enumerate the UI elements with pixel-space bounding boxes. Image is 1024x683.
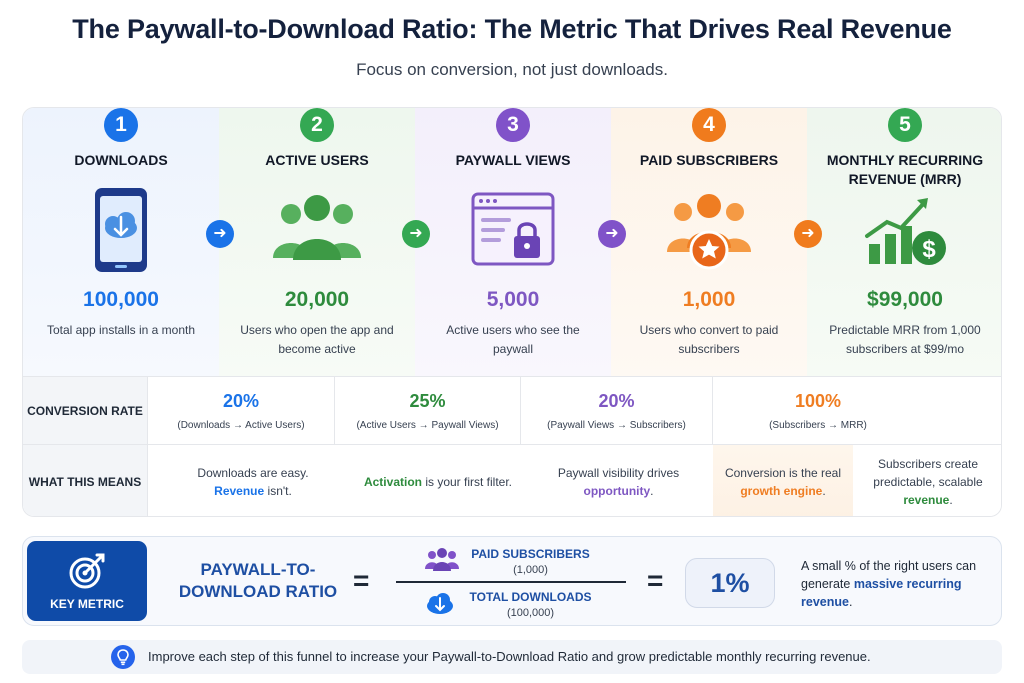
phone-download-icon [71,186,171,276]
arrow-right-icon: ➜ [402,220,430,248]
cloud-download-icon [427,593,453,614]
conversion-rate-cell: 25% (Active Users → Paywall Views) [335,377,521,445]
key-metric-panel: KEY METRIC PAYWALL-TO-DOWNLOAD RATIO = P… [22,536,1002,626]
stage-value: 5,000 [486,288,540,311]
fraction-line [396,581,626,583]
stage-downloads: 1 DOWNLOADS 100,000 Total app installs i… [23,108,219,376]
rate-detail: (Paywall Views → Subscribers) [547,420,686,431]
stage-name: MONTHLY RECURRING REVENUE (MRR) [826,152,984,187]
equals-sign: = [647,565,664,596]
denominator-value: (100,000) [506,607,555,619]
funnel-panel: 1 DOWNLOADS 100,000 Total app installs i… [22,107,1002,517]
meaning-cell: Conversion is the real growth engine. [713,445,853,516]
equals-sign: = [353,565,370,596]
meaning-text: Paywall visibility drives [557,466,680,480]
tip-banner: Improve each step of this funnel to incr… [22,640,1002,674]
rate-detail: (Active Users → Paywall Views) [356,420,499,431]
stage-paid-subscribers: 4 PAID SUBSCRIBERS 1,000 Users who conve… [611,108,807,376]
stage-paywall-views: 3 PAYWALL VIEWS 5,000 Active users who s… [415,108,611,376]
rate-value: 100% [794,391,842,411]
page-title: The Paywall-to-Download Ratio: The Metri… [72,14,952,44]
users-group-icon [425,548,459,571]
rate-value: 25% [409,391,446,411]
stage-description: Users who convert to paid subscribers [639,323,779,356]
meaning-text: isn't. [264,484,292,498]
stage-mrr: 5 MONTHLY RECURRING REVENUE (MRR) $ $99,… [807,108,1001,376]
stage-description: Users who open the app and become active [240,323,394,356]
meaning-text: Conversion is the real [724,466,842,480]
key-metric-label: KEY METRIC [50,597,124,611]
meaning-text: is your first filter. [421,475,513,489]
conversion-rate-cell: 20% (Paywall Views → Subscribers) [521,377,713,445]
users-group-icon [267,186,367,276]
stage-value: 100,000 [83,288,159,311]
stage-active-users: 2 ACTIVE USERS 20,000 Users who open the… [219,108,415,376]
conversion-rate-row: CONVERSION RATE 20% (Downloads → Active … [23,376,1001,445]
meaning-highlight: Revenue [214,484,265,498]
lightbulb-icon [111,645,135,669]
stage-value: 1,000 [682,288,736,311]
stage-description: Active users who see the paywall [446,323,580,356]
key-metric-badge: KEY METRIC [27,541,147,621]
stage-description: Predictable MRR from 1,000 subscribers a… [829,323,981,356]
rate-value: 20% [222,391,260,411]
stage-name: ACTIVE USERS [265,152,369,168]
target-icon [69,553,105,589]
svg-text:$: $ [922,236,936,263]
meaning-label: WHAT THIS MEANS [23,445,148,516]
meaning-text: Subscribers create predictable, scalable [873,457,983,489]
meaning-cell: Activation is your first filter. [353,445,523,516]
rate-detail: (Downloads → Active Users) [177,420,305,431]
note-highlight: massive recurring revenue [801,577,962,609]
meaning-highlight: Activation [363,475,422,489]
stage-value: $99,000 [867,288,943,311]
conversion-rate-label: CONVERSION RATE [23,377,148,444]
arrow-right-icon: ➜ [598,220,626,248]
ratio-name: PAYWALL-TO-DOWNLOAD RATIO [178,560,338,601]
stage-value: 20,000 [284,288,350,311]
tip-text: Improve each step of this funnel to incr… [148,649,871,664]
note-text: . [848,595,853,609]
stage-name: PAID SUBSCRIBERS [639,152,779,168]
meaning-row: WHAT THIS MEANS Downloads are easy. Reven… [23,444,1001,516]
meaning-highlight: revenue [903,493,950,507]
numerator-title: PAID SUBSCRIBERS [471,547,590,561]
meaning-cell: Subscribers create predictable, scalable… [858,445,998,516]
stage-number-badge: 4 [692,108,726,142]
browser-lock-icon [463,186,563,276]
denominator-title: TOTAL DOWNLOADS [469,590,592,604]
meaning-highlight: growth engine [740,484,823,498]
numerator-value: (1,000) [513,564,548,576]
meaning-highlight: opportunity [583,484,651,498]
rate-value: 20% [598,391,635,411]
meaning-cell: Downloads are easy. Revenue isn't. [163,445,343,516]
meaning-text: . [650,484,654,498]
growth-chart-dollar-icon: $ [855,186,955,276]
stage-name: PAYWALL VIEWS [455,152,571,168]
key-metric-note: A small % of the right users can generat… [801,557,991,611]
stage-number-badge: 2 [300,108,334,142]
meaning-text: Downloads are easy. [197,466,309,480]
ratio-result: 1% [685,558,775,608]
stage-number-badge: 5 [888,108,922,142]
arrow-right-icon: ➜ [206,220,234,248]
meaning-text: . [949,493,953,507]
conversion-rate-cell: 100% (Subscribers → MRR) [713,377,923,445]
stage-number-badge: 3 [496,108,530,142]
stage-description: Total app installs in a month [46,323,196,337]
rate-detail: (Subscribers → MRR) [769,420,867,431]
users-star-icon [659,186,759,276]
stage-name: DOWNLOADS [74,152,168,168]
stage-number-badge: 1 [104,108,138,142]
note-text: A small % of the right users can generat… [801,559,977,591]
arrow-right-icon: ➜ [794,220,822,248]
meaning-cell: Paywall visibility drives opportunity. [541,445,696,516]
conversion-rate-cell: 20% (Downloads → Active Users) [148,377,335,445]
meaning-text: . [822,484,826,498]
page-subtitle: Focus on conversion, not just downloads. [356,60,668,79]
